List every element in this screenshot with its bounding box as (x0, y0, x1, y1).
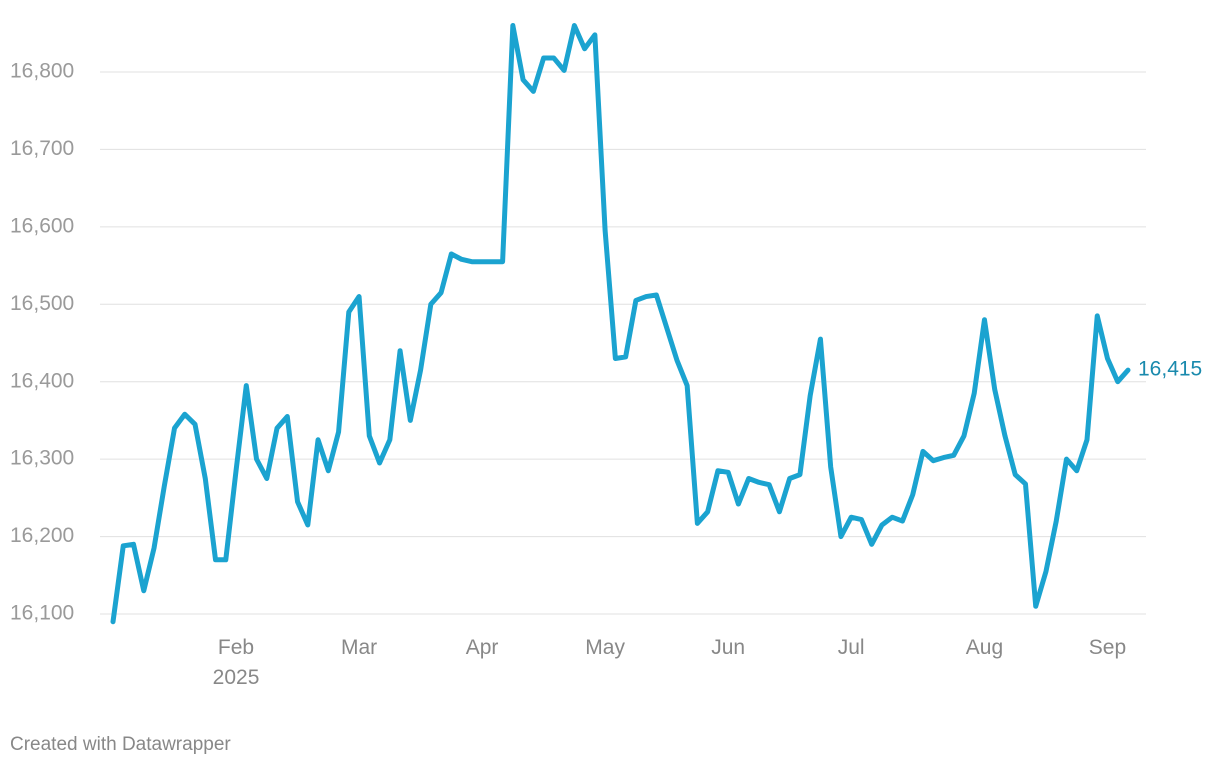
y-tick-label: 16,500 (10, 292, 74, 315)
y-tick-label: 16,800 (10, 60, 74, 83)
footer: Created with Datawrapper (10, 734, 231, 755)
line (110, 23, 1131, 625)
y-tick-label: 16,400 (10, 369, 74, 392)
value-label: 16,415 (1138, 358, 1202, 381)
y-tick-label: 16,100 (10, 602, 74, 625)
x-tick-label: Apr (466, 636, 499, 659)
y-tick-label: 16,700 (10, 137, 74, 160)
x-tick-label: Aug (966, 636, 1003, 659)
y-tick-label: 16,300 (10, 447, 74, 470)
x-tick-label: Mar (341, 636, 377, 659)
x-tick-label: Feb 2025 (213, 636, 260, 689)
x-tick-label: Sep (1089, 636, 1126, 659)
x-tick-label: May (585, 636, 625, 659)
y-tick-label: 16,200 (10, 524, 74, 547)
x-tick-label: Jun (711, 636, 745, 659)
y-tick-label: 16,600 (10, 214, 74, 237)
x-tick-label: Jul (838, 636, 865, 659)
